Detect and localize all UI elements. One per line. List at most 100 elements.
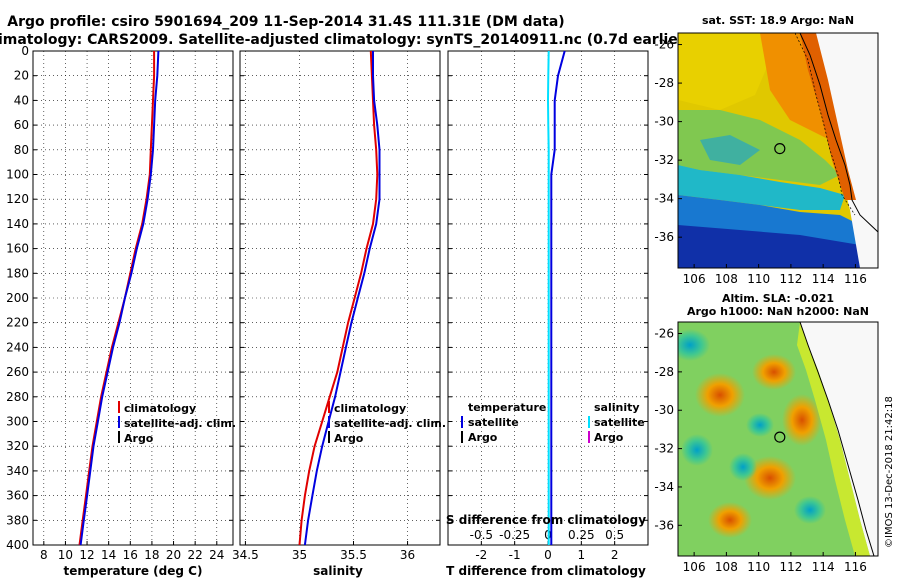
y-tick-label: 20 [14, 69, 29, 83]
y-tick-label: 80 [14, 143, 29, 157]
legend-climatology: climatology [124, 402, 196, 415]
x-tick-label: 8 [40, 548, 48, 562]
legend-temperature-title: temperature [468, 401, 546, 414]
difference-panel: -2 -1 0 1 2 -0.5 -0.25 0 0.25 0.5 T difference f… [446, 50, 649, 578]
map-y-tick-label: -36 [654, 230, 674, 244]
x-tick-label: -1 [509, 548, 521, 562]
x-tick-label: 35.5 [340, 548, 367, 562]
map-y-tick-label: -26 [654, 327, 674, 341]
x-tick-label: 18 [144, 548, 159, 562]
series-line-satellite-adj-clim- [79, 51, 160, 545]
credit-text: ©IMOS 13-Dec-2018 21:42:18 [884, 396, 895, 548]
x-tick-label: 2 [611, 548, 619, 562]
y-tick-label: 380 [6, 513, 29, 527]
t-difference-xlabel: T difference from climatology [446, 564, 646, 578]
title-line1: Argo profile: csiro 5901694_209 11-Sep-2… [7, 14, 564, 30]
y-tick-label: 400 [6, 538, 29, 552]
temperature-xlabel: temperature (deg C) [64, 564, 203, 578]
legend-climatology: climatology [334, 402, 406, 415]
legend-temp-argo: Argo [468, 431, 498, 444]
map-x-tick-label: 110 [747, 272, 770, 286]
x-tick-label: 1 [578, 548, 586, 562]
series-line-climatology [298, 51, 379, 545]
sst-map-title: sat. SST: 18.9 Argo: NaN [702, 14, 854, 27]
x-tick-label: 36 [400, 548, 415, 562]
map-x-tick-label: 110 [747, 560, 770, 574]
map-y-tick-label: -30 [654, 403, 674, 417]
map-x-tick-label: 108 [715, 560, 738, 574]
title-line2: Climatology: CARS2009. Satellite-adjuste… [0, 32, 691, 48]
sst-map: sat. SST: 18.9 Argo: NaN 106 108 110 112 114… [654, 14, 879, 286]
map-y-tick-label: -26 [654, 38, 674, 52]
legend-salinity-title: salinity [594, 401, 640, 414]
map-x-tick-label: 114 [812, 560, 835, 574]
y-tick-label: 100 [6, 168, 29, 182]
series-line-salinity-satellite [546, 51, 550, 545]
y-tick-label: 120 [6, 192, 29, 206]
y-tick-label: 140 [6, 217, 29, 231]
map-x-tick-label: 116 [844, 560, 867, 574]
s-difference-xlabel: S difference from climatology [446, 513, 646, 527]
salinity-legend: climatology satellite-adj. clim. Argo [328, 401, 446, 445]
salinity-xlabel: salinity [313, 564, 363, 578]
y-tick-label: 340 [6, 464, 29, 478]
y-tick-label: 180 [6, 266, 29, 280]
s-tick-label: 0.25 [568, 528, 595, 542]
sla-map-frame [677, 321, 879, 557]
legend-satellite-adj: satellite-adj. clim. [334, 417, 446, 430]
map-y-tick-label: -30 [654, 115, 674, 129]
x-tick-label: 20 [166, 548, 181, 562]
sst-map-frame [677, 32, 879, 269]
y-tick-label: 360 [6, 489, 29, 503]
difference-legend: temperature satellite Argo salinity sate… [461, 401, 645, 444]
sla-map: Altim. SLA: -0.021 Argo h1000: NaN h2000… [654, 292, 879, 574]
x-tick-label: 16 [123, 548, 138, 562]
y-tick-label: 200 [6, 291, 29, 305]
sla-argo-marker [774, 431, 786, 443]
x-tick-label: 34.5 [232, 548, 259, 562]
map-y-tick-label: -32 [654, 442, 674, 456]
x-tick-label: 0 [544, 548, 552, 562]
sla-field [678, 322, 878, 556]
y-tick-label: 40 [14, 93, 29, 107]
map-x-tick-label: 106 [683, 272, 706, 286]
s-tick-label: -0.5 [470, 528, 493, 542]
s-tick-label: 0.5 [605, 528, 624, 542]
x-tick-label: 22 [188, 548, 203, 562]
series-line-temperature-satellite [550, 51, 566, 545]
map-y-tick-label: -32 [654, 153, 674, 167]
map-x-tick-label: 108 [715, 272, 738, 286]
x-tick-label: -2 [475, 548, 487, 562]
series-line-satellite-adj-clim- [303, 51, 381, 545]
x-tick-label: 35 [292, 548, 307, 562]
x-tick-label: 10 [58, 548, 73, 562]
map-x-tick-label: 106 [683, 560, 706, 574]
map-x-tick-label: 116 [844, 272, 867, 286]
y-tick-label: 320 [6, 439, 29, 453]
legend-temp-satellite: satellite [468, 416, 519, 429]
s-tick-label: -0.25 [499, 528, 530, 542]
legend-argo: Argo [334, 432, 364, 445]
y-tick-label: 260 [6, 365, 29, 379]
sla-map-title2: Argo h1000: NaN h2000: NaN [687, 305, 869, 318]
temperature-legend: climatology satellite-adj. clim. Argo [118, 401, 236, 445]
map-y-tick-label: -34 [654, 192, 674, 206]
sst-argo-marker [774, 143, 786, 155]
map-y-tick-label: -36 [654, 518, 674, 532]
sst-field [678, 33, 878, 268]
temperature-panel: 0 20 40 60 80 100 120 140 160 180 200 220 240 260 280 3… [6, 44, 236, 578]
y-tick-label: 240 [6, 340, 29, 354]
map-x-tick-label: 112 [779, 272, 802, 286]
legend-argo: Argo [124, 432, 154, 445]
y-tick-label: 220 [6, 316, 29, 330]
x-tick-label: 24 [209, 548, 224, 562]
x-tick-label: 12 [79, 548, 94, 562]
y-tick-label: 60 [14, 118, 29, 132]
y-tick-label: 280 [6, 390, 29, 404]
salinity-panel: 34.5 35 35.5 36 salinity climatology satell… [232, 50, 446, 578]
map-x-tick-label: 114 [812, 272, 835, 286]
sla-map-title1: Altim. SLA: -0.021 [722, 292, 834, 305]
map-y-tick-label: -34 [654, 480, 674, 494]
legend-satellite-adj: satellite-adj. clim. [124, 417, 236, 430]
